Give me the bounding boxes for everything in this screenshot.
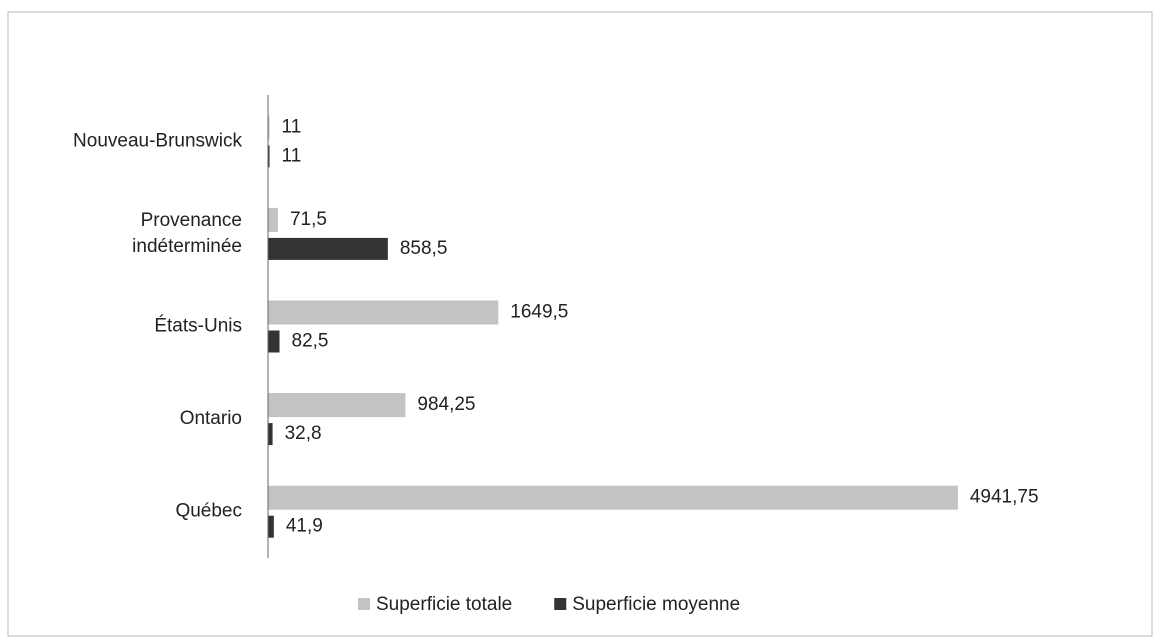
data-label: 4941,75 — [970, 487, 1039, 508]
bar — [268, 330, 280, 353]
data-label: 858,5 — [400, 238, 448, 259]
bar — [268, 145, 270, 168]
data-label: 11 — [282, 145, 302, 166]
bar — [268, 393, 406, 418]
data-label: 82,5 — [292, 331, 329, 352]
bar — [268, 485, 958, 510]
data-label: 1649,5 — [510, 302, 568, 323]
data-label: 32,8 — [285, 423, 322, 444]
y-tick-label: Provenance indéterminée — [132, 210, 242, 257]
data-label: 71,5 — [290, 209, 327, 230]
bar — [268, 423, 273, 446]
bar — [268, 515, 274, 538]
data-label: 11 — [282, 116, 302, 137]
y-tick-label: Québec — [175, 501, 242, 522]
legend-swatch — [554, 598, 567, 610]
bar — [268, 115, 270, 140]
legend-label: Superficie moyenne — [572, 594, 740, 615]
bar — [268, 300, 499, 325]
y-tick-label: États-Unis — [154, 316, 242, 337]
chart-border — [7, 11, 1153, 637]
y-tick-label: Nouveau-Brunswick — [73, 130, 242, 151]
legend-swatch — [358, 598, 370, 610]
legend-label: Superficie totale — [376, 594, 512, 615]
bar — [268, 237, 388, 260]
data-label: 984,25 — [417, 394, 475, 415]
bar — [268, 207, 278, 232]
y-tick-label: Ontario — [180, 408, 242, 429]
data-label: 41,9 — [286, 516, 323, 537]
